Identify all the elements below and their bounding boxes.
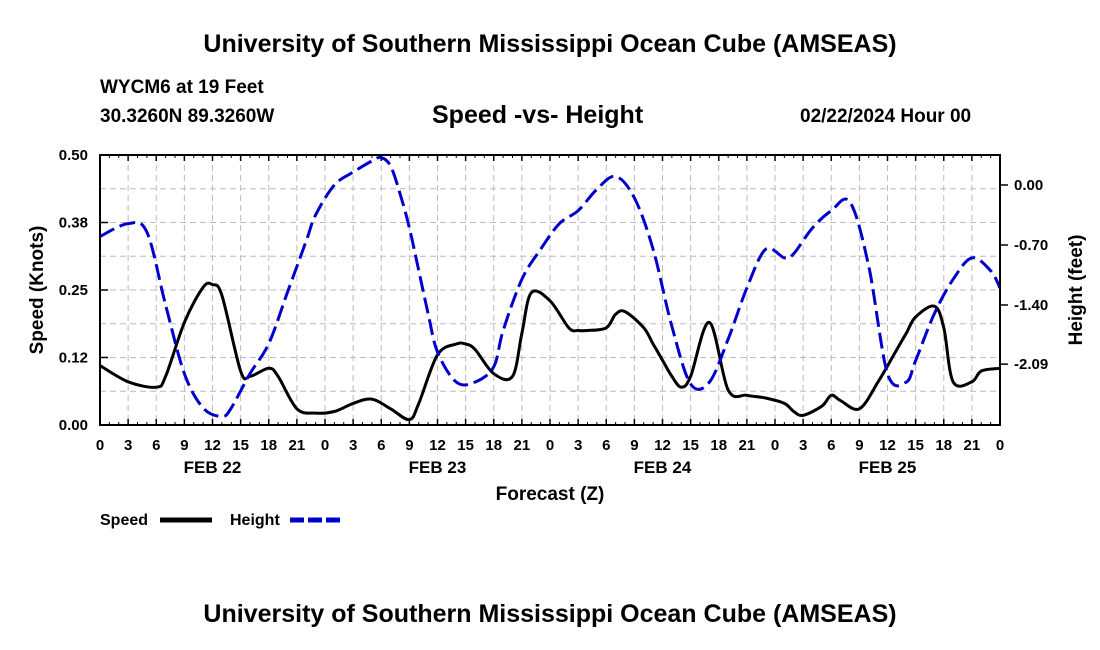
chart-subtitle: Speed -vs- Height (432, 101, 644, 129)
x-tick-label: 0 (996, 437, 1004, 454)
y2-axis-title: Height (feet) (1066, 235, 1087, 346)
x-tick-label: 15 (682, 437, 699, 454)
x-tick-label: 6 (377, 437, 385, 454)
x-tick-label: 18 (485, 437, 502, 454)
x-tick-label: 3 (799, 437, 807, 454)
x-tick-label: 0 (771, 437, 779, 454)
series-line-speed (99, 281, 1001, 422)
y2-tick-label: -0.70 (1014, 237, 1048, 254)
x-axis-title: Forecast (Z) (496, 484, 605, 505)
x-tick-label: 9 (855, 437, 863, 454)
x-tick-label: 0 (96, 437, 104, 454)
x-tick-label: 15 (232, 437, 249, 454)
y-tick-label: 0.00 (59, 417, 88, 434)
y2-tick-label: -2.09 (1014, 356, 1048, 373)
x-tick-label: 15 (907, 437, 924, 454)
x-tick-label: 21 (289, 437, 306, 454)
grid-lines (100, 155, 1000, 425)
x-tick-label: 9 (630, 437, 638, 454)
x-tick-label: 3 (574, 437, 582, 454)
x-tick-label: 21 (514, 437, 531, 454)
x-tick-label: 12 (879, 437, 896, 454)
series-lines (99, 155, 1002, 422)
x-tick-label: 9 (405, 437, 413, 454)
forecast-datetime: 02/22/2024 Hour 00 (800, 106, 972, 127)
x-tick-label: 18 (935, 437, 952, 454)
footer-title: University of Southern Mississippi Ocean… (203, 600, 897, 628)
x-tick-label: 0 (321, 437, 329, 454)
x-tick-label: 3 (349, 437, 357, 454)
x-tick-label: 12 (654, 437, 671, 454)
y-tick-label: 0.12 (59, 350, 88, 367)
x-tick-label: 9 (180, 437, 188, 454)
x-tick-label: 6 (152, 437, 160, 454)
day-label: FEB 24 (634, 458, 692, 477)
y2-tick-label: -1.40 (1014, 297, 1048, 314)
legend-speed-label: Speed (100, 512, 148, 529)
x-tick-label: 6 (827, 437, 835, 454)
series-line-height (99, 155, 1002, 418)
y-tick-label: 0.38 (59, 215, 88, 232)
y-axis-title: Speed (Knots) (27, 226, 48, 355)
x-tick-label: 21 (964, 437, 981, 454)
day-label: FEB 23 (409, 458, 467, 477)
y-tick-label: 0.50 (59, 147, 88, 164)
station-coordinates: 30.3260N 89.3260W (100, 106, 275, 127)
x-tick-label: 3 (124, 437, 132, 454)
day-label: FEB 25 (859, 458, 917, 477)
chart-main-title: University of Southern Mississippi Ocean… (203, 30, 897, 58)
legend-height-label: Height (230, 512, 280, 529)
plot-frame (99, 154, 1001, 426)
legend: Speed Height (100, 512, 342, 529)
x-tick-label: 18 (710, 437, 727, 454)
x-tick-label: 0 (546, 437, 554, 454)
x-tick-label: 18 (260, 437, 277, 454)
day-label: FEB 22 (184, 458, 242, 477)
x-tick-label: 12 (204, 437, 221, 454)
y2-tick-label: 0.00 (1014, 177, 1043, 194)
axis-labels: 0 3 6 9 12 15 18 21 0 3 6 9 12 15 18 21 0 3 6 9 12 15 18 21 0 3 6 9… (59, 147, 1048, 477)
x-tick-label: 15 (457, 437, 474, 454)
x-tick-label: 21 (739, 437, 756, 454)
x-tick-label: 12 (429, 437, 446, 454)
y-tick-label: 0.25 (59, 282, 88, 299)
station-label: WYCM6 at 19 Feet (100, 77, 264, 98)
x-tick-label: 6 (602, 437, 610, 454)
